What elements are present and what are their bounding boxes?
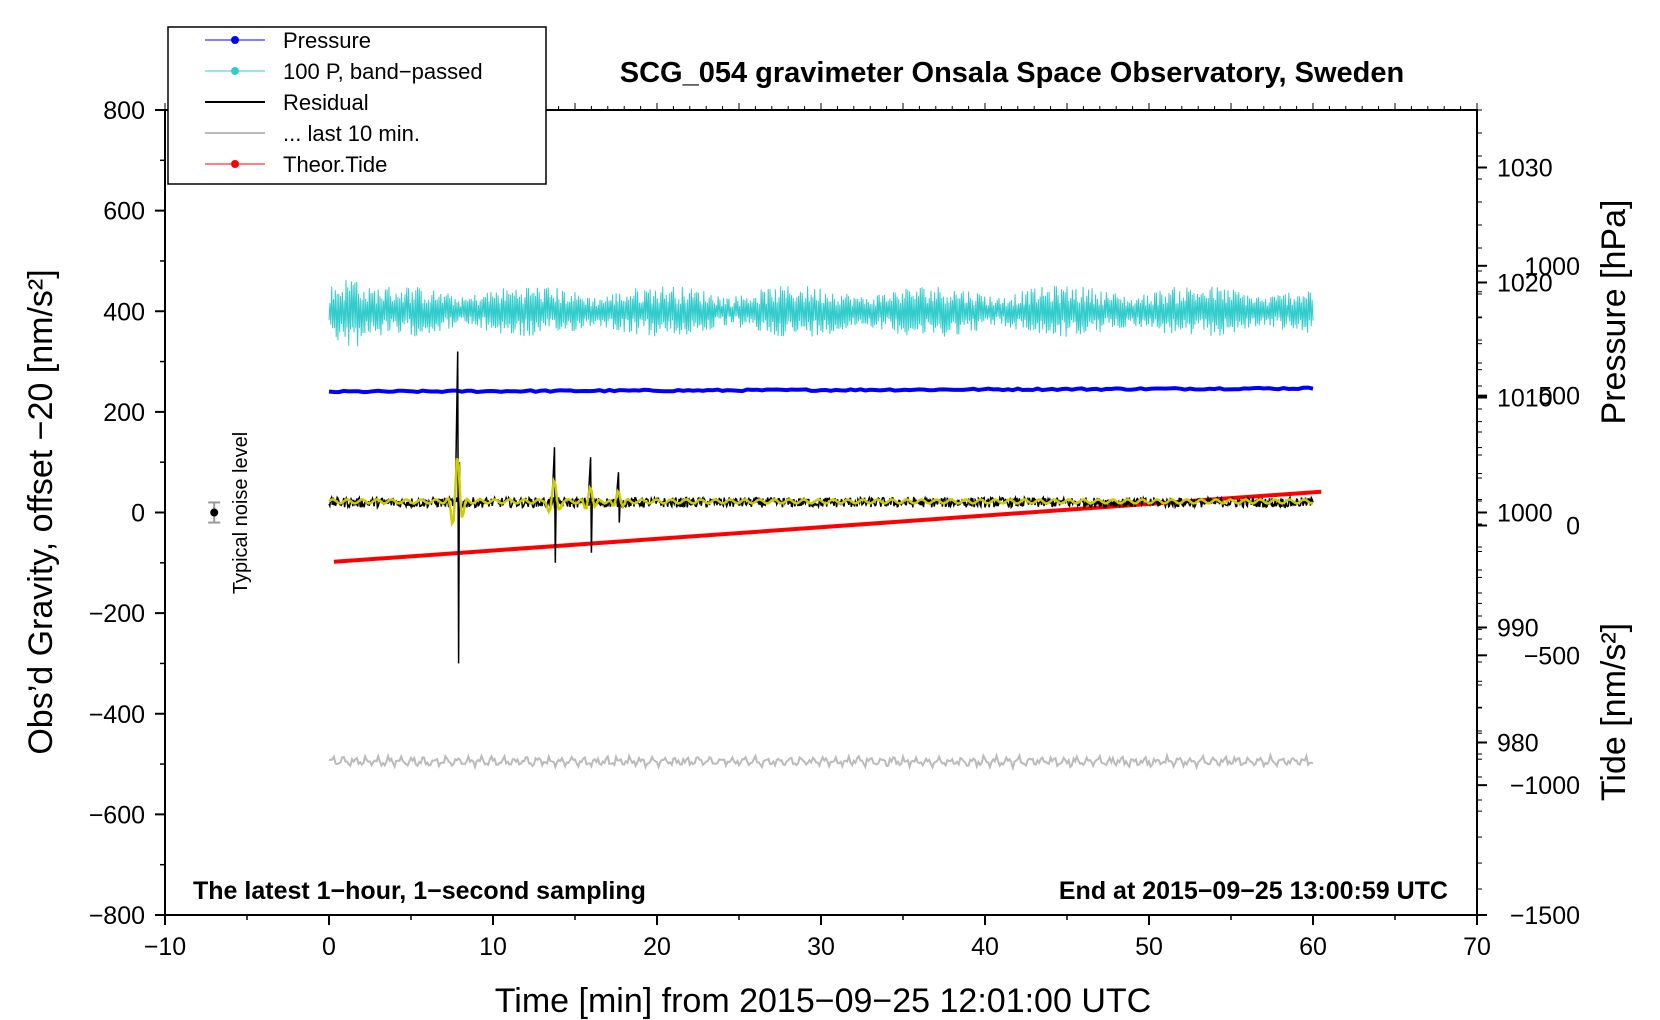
series-layer — [328, 279, 1322, 772]
noise-level-label: Typical noise level — [230, 432, 252, 594]
legend-label: 100 P, band−passed — [283, 59, 483, 84]
legend-marker — [231, 160, 239, 168]
tide-tick-label: 1000 — [1524, 253, 1580, 281]
note-right: End at 2015−09−25 13:00:59 UTC — [1059, 877, 1448, 905]
tide-axis-title: Tide [nm/s²] — [1595, 623, 1633, 801]
series-pressure — [328, 385, 1314, 395]
legend-label: Pressure — [283, 28, 371, 53]
tide-tick-label: 0 — [1566, 512, 1580, 540]
x-tick-label: 50 — [1135, 933, 1163, 961]
x-axis-title: Time [min] from 2015−09−25 12:01:00 UTC — [495, 982, 1151, 1020]
y-tick-label: −800 — [89, 902, 145, 930]
noise-level-marker — [208, 501, 221, 524]
legend-label: ... last 10 min. — [283, 121, 420, 146]
legend-marker — [231, 67, 239, 75]
pressure-axis-title: Pressure [hPa] — [1595, 200, 1633, 425]
pressure-tick-label: 1000 — [1497, 500, 1553, 528]
x-tick-label: 10 — [479, 933, 507, 961]
x-tick-label: 70 — [1463, 933, 1491, 961]
tide-tick-label: −500 — [1524, 642, 1580, 670]
tide-tick-label: −1500 — [1510, 902, 1580, 930]
legend: Pressure 100 P, band−passed Residual ... la… — [167, 26, 547, 185]
x-tick-label: 0 — [322, 933, 336, 961]
pressure-tick-label: 990 — [1497, 615, 1539, 643]
tide-tick-label: 500 — [1538, 383, 1580, 411]
y-tick-label: 800 — [103, 97, 145, 125]
legend-label: Theor.Tide — [283, 152, 387, 177]
legend-marker — [231, 36, 239, 44]
pressure-tick-label: 1020 — [1497, 270, 1553, 298]
y-axis-title: Obs’d Gravity, offset −20 [nm/s²] — [22, 269, 60, 754]
y-tick-label: 200 — [103, 399, 145, 427]
y-tick-label: −600 — [89, 801, 145, 829]
plot-frame — [164, 109, 1478, 916]
x-tick-label: −10 — [144, 933, 186, 961]
x-tick-label: 30 — [807, 933, 835, 961]
pressure-tick-label: 1030 — [1497, 155, 1553, 183]
tide-tick-label: −1000 — [1510, 772, 1580, 800]
noise-point — [210, 508, 219, 517]
residual-spike — [587, 457, 593, 553]
y-tick-label: 400 — [103, 298, 145, 326]
legend-box — [167, 26, 547, 185]
y-tick-label: 0 — [131, 500, 145, 528]
y-tick-label: −400 — [89, 701, 145, 729]
series-residual-smoothed — [328, 457, 1314, 527]
x-tick-label: 40 — [971, 933, 999, 961]
x-tick-label: 20 — [643, 933, 671, 961]
x-tick-label: 60 — [1299, 933, 1327, 961]
series-band-passed — [328, 279, 1314, 347]
pressure-tick-label: 980 — [1497, 730, 1539, 758]
chart-title: SCG_054 gravimeter Onsala Space Observat… — [620, 57, 1404, 89]
axes-layer: −10 0 10 20 30 40 50 60 70−800−600−400−200020040… — [89, 97, 1580, 961]
series-last-10-min — [328, 751, 1314, 772]
residual-spike — [551, 447, 557, 563]
y-tick-label: −200 — [89, 600, 145, 628]
legend-label: Residual — [283, 90, 369, 115]
y-tick-label: 600 — [103, 198, 145, 226]
residual-spike — [454, 351, 461, 664]
pressure-tick-label: 1010 — [1497, 385, 1553, 413]
note-left: The latest 1−hour, 1−second sampling — [193, 877, 646, 905]
